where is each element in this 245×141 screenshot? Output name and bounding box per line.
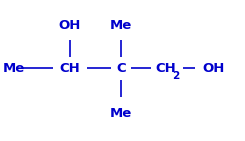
Text: OH: OH bbox=[59, 19, 81, 32]
Text: Me: Me bbox=[2, 62, 25, 75]
Text: CH: CH bbox=[155, 62, 176, 75]
Text: Me: Me bbox=[110, 19, 132, 32]
Text: C: C bbox=[116, 62, 126, 75]
Text: Me: Me bbox=[110, 107, 132, 120]
Text: OH: OH bbox=[202, 62, 224, 75]
Text: CH: CH bbox=[60, 62, 80, 75]
Text: 2: 2 bbox=[172, 71, 179, 81]
